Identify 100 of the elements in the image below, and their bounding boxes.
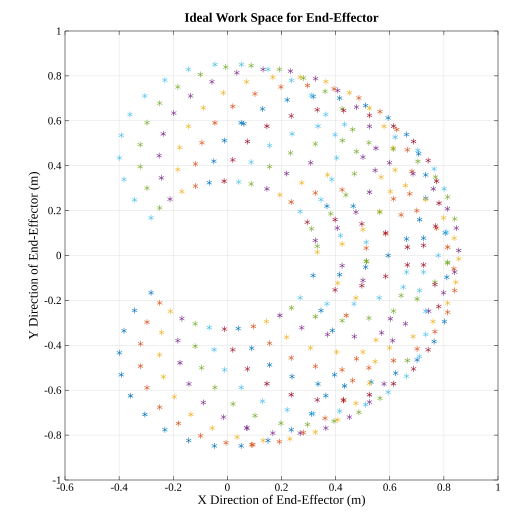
point xyxy=(265,66,271,73)
point xyxy=(222,64,229,70)
point xyxy=(260,66,266,73)
point xyxy=(342,382,348,390)
point xyxy=(238,384,244,391)
point xyxy=(198,432,204,440)
point xyxy=(186,123,192,130)
point xyxy=(452,216,458,222)
y-tick-label: 0.4 xyxy=(48,162,62,170)
point xyxy=(404,236,410,242)
point xyxy=(288,354,294,362)
point xyxy=(404,357,410,364)
point xyxy=(422,172,429,178)
point xyxy=(390,357,396,364)
point xyxy=(322,111,329,118)
point xyxy=(132,307,138,314)
point xyxy=(444,206,450,212)
point xyxy=(358,220,365,228)
point xyxy=(138,362,144,370)
point xyxy=(373,336,379,344)
point xyxy=(304,421,310,428)
point xyxy=(252,412,258,419)
point xyxy=(432,281,438,288)
point xyxy=(158,329,165,336)
point xyxy=(451,234,458,242)
point xyxy=(334,416,341,424)
point xyxy=(206,324,212,331)
point xyxy=(366,123,372,130)
point xyxy=(222,366,228,374)
point xyxy=(390,122,396,130)
point xyxy=(156,152,162,159)
point xyxy=(378,174,384,180)
point xyxy=(192,320,198,328)
point xyxy=(210,158,217,164)
point xyxy=(452,268,458,276)
point xyxy=(312,363,318,370)
point xyxy=(390,380,396,387)
point xyxy=(177,360,183,366)
point xyxy=(415,147,421,154)
point xyxy=(366,188,372,196)
point xyxy=(212,120,218,126)
point xyxy=(314,396,320,404)
point xyxy=(240,120,247,128)
y-tick-label: -0.8 xyxy=(44,431,62,439)
point xyxy=(322,414,328,422)
point xyxy=(366,398,372,406)
point xyxy=(414,346,420,352)
point xyxy=(340,137,346,144)
point xyxy=(385,388,392,396)
point xyxy=(308,344,314,352)
point xyxy=(266,340,272,347)
point xyxy=(244,78,250,86)
point xyxy=(176,420,182,427)
point xyxy=(430,186,436,192)
point xyxy=(322,88,328,95)
point xyxy=(452,278,459,286)
point xyxy=(334,154,340,162)
x-tick-label: 0.8 xyxy=(437,484,450,491)
point xyxy=(248,62,254,69)
point xyxy=(410,170,416,178)
point xyxy=(284,170,290,177)
point xyxy=(350,126,356,133)
point xyxy=(144,119,150,126)
point xyxy=(378,329,385,336)
point xyxy=(377,394,383,402)
point xyxy=(148,289,154,296)
point xyxy=(315,380,321,388)
point xyxy=(170,110,177,116)
point xyxy=(431,166,438,172)
point xyxy=(308,225,314,232)
point xyxy=(260,437,266,444)
point xyxy=(174,84,181,90)
point xyxy=(142,92,148,100)
x-tick-label: 1 xyxy=(496,484,500,491)
point xyxy=(212,61,218,68)
point xyxy=(324,172,330,178)
point xyxy=(363,244,370,252)
point xyxy=(451,265,457,272)
point xyxy=(288,304,294,312)
point xyxy=(354,148,360,155)
point xyxy=(414,356,420,364)
point xyxy=(377,108,383,115)
point xyxy=(339,262,346,269)
point xyxy=(416,353,422,360)
point xyxy=(398,292,404,299)
point xyxy=(444,244,451,250)
point xyxy=(404,131,410,138)
point xyxy=(430,318,436,325)
point xyxy=(366,104,372,112)
y-tick-label: 0 xyxy=(56,252,62,260)
point xyxy=(270,430,276,436)
point xyxy=(137,141,144,148)
point xyxy=(453,224,460,232)
point xyxy=(260,106,266,112)
point xyxy=(197,71,204,78)
point xyxy=(222,326,228,332)
point xyxy=(422,308,429,314)
point xyxy=(372,358,378,365)
point xyxy=(336,271,343,278)
point xyxy=(404,268,410,276)
